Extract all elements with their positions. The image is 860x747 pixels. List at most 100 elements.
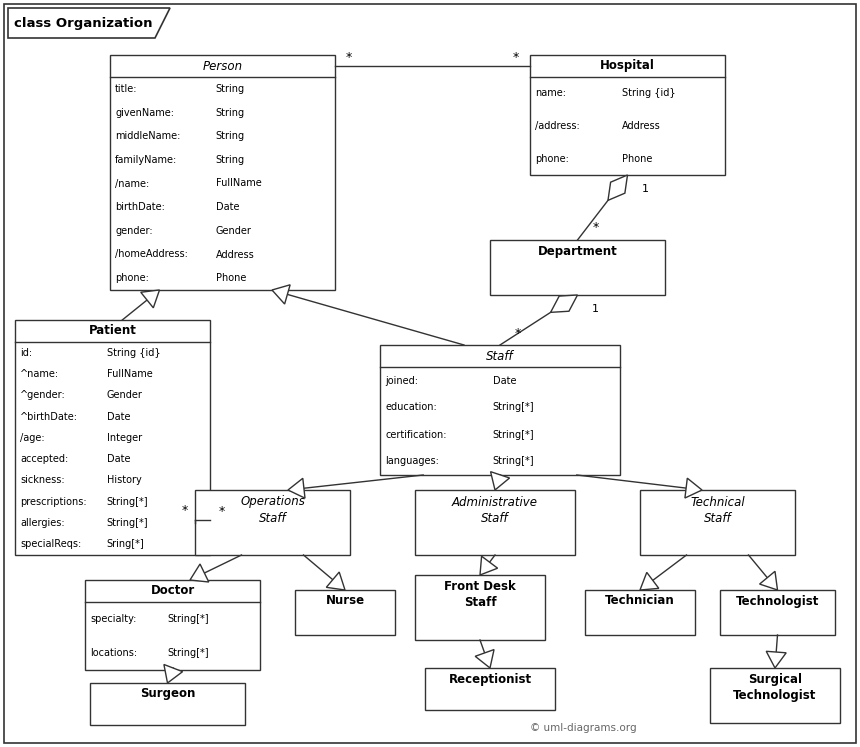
Text: Front Desk: Front Desk <box>444 580 516 594</box>
Bar <box>640 490 795 555</box>
Text: String[*]: String[*] <box>167 614 209 624</box>
Text: *: * <box>181 504 188 517</box>
Text: String[*]: String[*] <box>167 648 209 658</box>
Text: Receptionist: Receptionist <box>448 672 531 686</box>
Text: givenName:: givenName: <box>115 108 174 117</box>
Text: Address: Address <box>216 249 255 259</box>
Text: Operations: Operations <box>240 495 305 509</box>
Text: Surgical: Surgical <box>748 674 802 686</box>
Text: Technologist: Technologist <box>736 595 820 607</box>
Text: Staff: Staff <box>486 350 513 362</box>
Polygon shape <box>8 8 170 38</box>
Text: Staff: Staff <box>464 597 496 610</box>
Text: /homeAddress:: /homeAddress: <box>115 249 187 259</box>
Polygon shape <box>480 557 498 575</box>
Text: String {id}: String {id} <box>622 88 675 99</box>
Text: ^name:: ^name: <box>20 369 59 379</box>
Text: middleName:: middleName: <box>115 131 181 141</box>
Text: *: * <box>219 505 225 518</box>
Polygon shape <box>766 651 786 668</box>
Text: History: History <box>107 475 141 486</box>
Bar <box>195 490 350 555</box>
Text: accepted:: accepted: <box>20 454 68 464</box>
Text: String: String <box>216 84 245 94</box>
Text: id:: id: <box>20 347 32 358</box>
Bar <box>710 668 840 723</box>
Text: *: * <box>515 326 521 339</box>
Text: education:: education: <box>385 403 437 412</box>
Text: ^birthDate:: ^birthDate: <box>20 412 78 421</box>
Bar <box>720 590 835 635</box>
Text: title:: title: <box>115 84 138 94</box>
Polygon shape <box>272 285 290 304</box>
Bar <box>415 575 545 640</box>
Polygon shape <box>164 665 182 683</box>
Text: certification:: certification: <box>385 430 446 439</box>
Text: FullName: FullName <box>216 179 261 188</box>
Text: sickness:: sickness: <box>20 475 64 486</box>
Text: Date: Date <box>493 376 516 385</box>
Text: Integer: Integer <box>107 433 142 443</box>
Text: Technologist: Technologist <box>734 689 817 702</box>
Text: Patient: Patient <box>89 324 137 338</box>
Text: String: String <box>216 108 245 117</box>
Text: FullName: FullName <box>107 369 152 379</box>
Text: Nurse: Nurse <box>325 595 365 607</box>
Text: Date: Date <box>216 202 239 212</box>
Polygon shape <box>141 290 159 308</box>
Text: Department: Department <box>538 244 617 258</box>
Text: String: String <box>216 131 245 141</box>
Polygon shape <box>685 478 702 498</box>
Text: String {id}: String {id} <box>107 347 160 358</box>
Polygon shape <box>550 295 578 312</box>
Text: String: String <box>216 155 245 165</box>
Bar <box>380 345 620 475</box>
Text: Sring[*]: Sring[*] <box>107 539 144 549</box>
Text: specialty:: specialty: <box>90 614 137 624</box>
Text: Gender: Gender <box>107 390 143 400</box>
Text: 1: 1 <box>642 184 649 194</box>
Text: /age:: /age: <box>20 433 45 443</box>
Text: *: * <box>513 52 519 64</box>
Text: Phone: Phone <box>216 273 246 283</box>
Text: String[*]: String[*] <box>493 456 534 466</box>
Text: /address:: /address: <box>535 121 580 131</box>
Text: prescriptions:: prescriptions: <box>20 497 87 506</box>
Text: phone:: phone: <box>115 273 149 283</box>
Bar <box>295 590 395 635</box>
Text: String[*]: String[*] <box>493 403 534 412</box>
Text: Technician: Technician <box>605 595 675 607</box>
Text: Doctor: Doctor <box>150 584 194 598</box>
Text: ^gender:: ^gender: <box>20 390 65 400</box>
Polygon shape <box>608 175 628 200</box>
Text: Date: Date <box>107 412 130 421</box>
Bar <box>585 590 695 635</box>
Bar <box>15 320 210 555</box>
Text: String[*]: String[*] <box>493 430 534 439</box>
Polygon shape <box>288 478 305 498</box>
Text: gender:: gender: <box>115 226 152 236</box>
Polygon shape <box>326 572 345 590</box>
Polygon shape <box>640 572 659 590</box>
Polygon shape <box>190 564 209 582</box>
Bar <box>415 490 575 555</box>
Text: Staff: Staff <box>482 512 509 524</box>
Text: 1: 1 <box>592 304 599 314</box>
Bar <box>530 55 725 175</box>
Bar <box>90 683 245 725</box>
Text: Gender: Gender <box>216 226 252 236</box>
Text: languages:: languages: <box>385 456 439 466</box>
Polygon shape <box>476 650 494 668</box>
Text: Address: Address <box>622 121 660 131</box>
Polygon shape <box>490 471 509 490</box>
Text: *: * <box>346 52 352 64</box>
Text: © uml-diagrams.org: © uml-diagrams.org <box>530 723 636 733</box>
Text: phone:: phone: <box>535 154 568 164</box>
Text: Surgeon: Surgeon <box>140 687 195 701</box>
Text: class Organization: class Organization <box>14 17 152 31</box>
Text: birthDate:: birthDate: <box>115 202 165 212</box>
Text: Technical: Technical <box>691 495 745 509</box>
Text: Administrative: Administrative <box>452 495 538 509</box>
Text: Hospital: Hospital <box>600 60 655 72</box>
Text: name:: name: <box>535 88 566 99</box>
